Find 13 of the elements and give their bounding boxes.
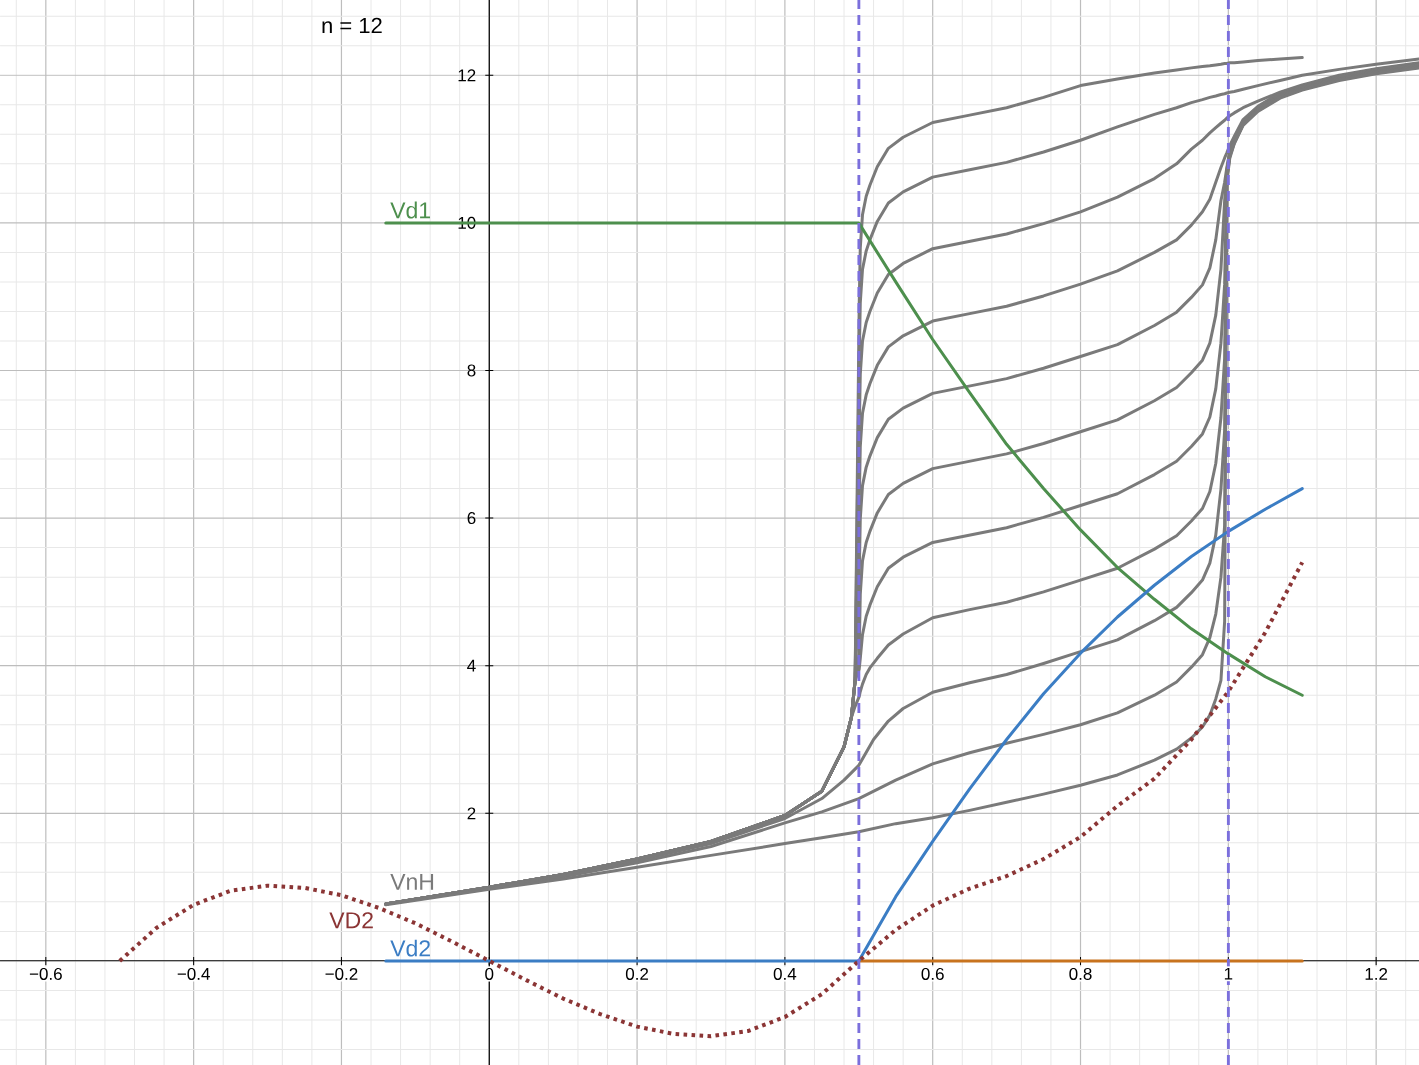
x-tick-label: 0: [485, 967, 494, 980]
x-tick-label: 0.8: [1069, 967, 1092, 980]
x-tick-label: −0.6: [29, 967, 62, 980]
x-tick-label: 0.2: [625, 967, 649, 980]
x-tick-label: 0.6: [921, 967, 944, 980]
x-tick-label: 1: [1224, 967, 1233, 980]
series-label: Vd2: [390, 939, 430, 957]
series-label: VD2: [329, 912, 373, 929]
x-tick-label: 1.2: [1365, 967, 1388, 980]
x-tick-label: −0.4: [177, 967, 210, 980]
annotation: n = 12: [322, 17, 382, 34]
x-tick-label: −0.2: [325, 967, 358, 980]
x-tick-label: 0.4: [773, 967, 797, 980]
